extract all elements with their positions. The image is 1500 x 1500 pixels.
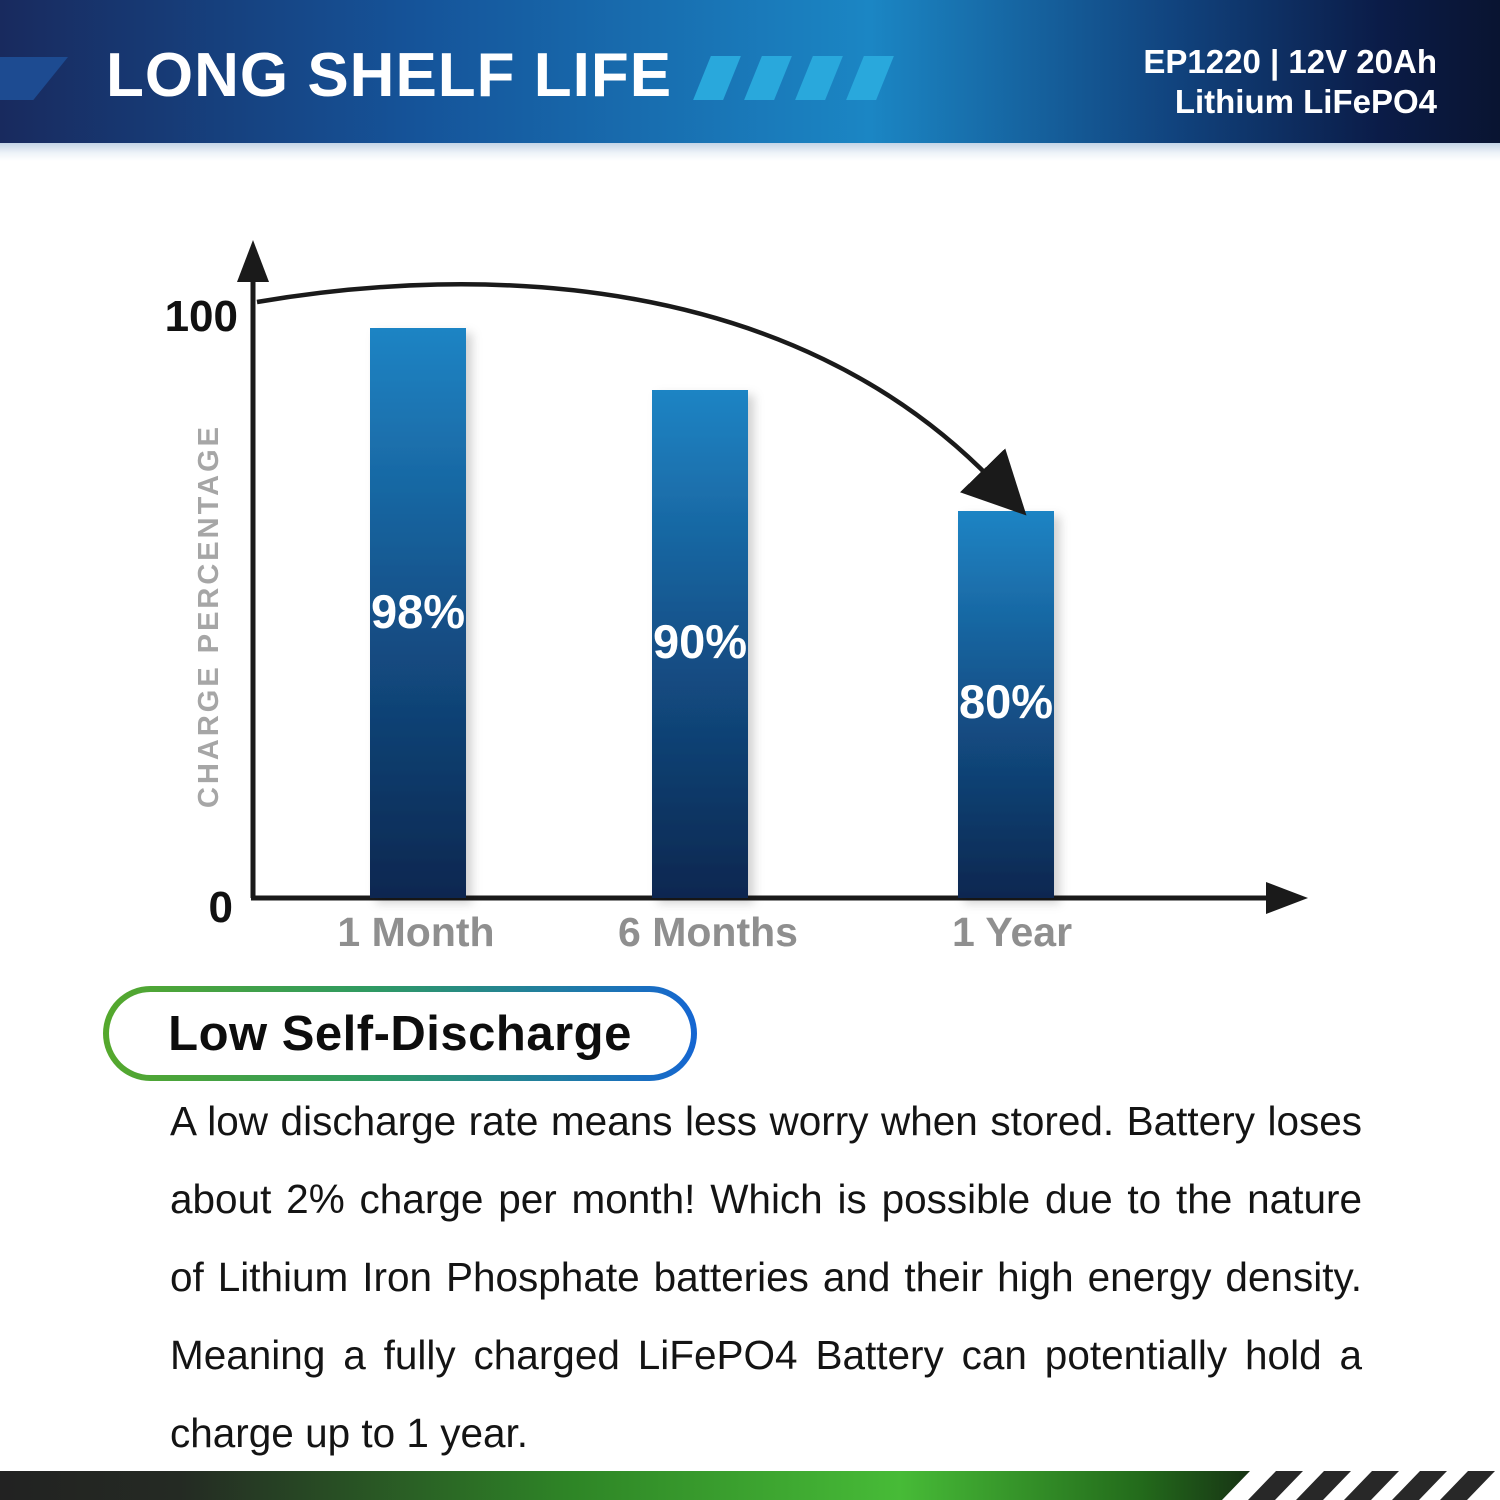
header-shadow-strip (0, 143, 1500, 161)
footer-stripe (0, 1471, 1500, 1500)
slash-icon (795, 56, 843, 100)
low-self-discharge-badge: Low Self-Discharge (103, 986, 697, 1081)
footer-slash-icon (1391, 1471, 1448, 1500)
header-corner-shape-icon (0, 57, 68, 100)
decline-arrow-annotation (256, 282, 1027, 516)
y-tick-100: 100 (165, 292, 238, 341)
y-tick-0: 0 (209, 883, 233, 932)
product-model: EP1220 | 12V 20Ah (1143, 43, 1437, 80)
footer-gradient-bar (0, 1471, 1250, 1500)
footer-slash-icon (1295, 1471, 1352, 1500)
header-banner: LONG SHELF LIFE EP1220 | 12V 20Ah Lithiu… (0, 0, 1500, 143)
description-text: A low discharge rate means less worry wh… (170, 1098, 1362, 1456)
slash-icon (693, 56, 741, 100)
category-1-month: 1 Month (337, 909, 494, 955)
badge-inner: Low Self-Discharge (109, 992, 691, 1075)
category-6-months: 6 Months (618, 909, 798, 955)
bar-value-1-year: 80% (959, 675, 1053, 728)
bar-6-months (652, 390, 748, 898)
shelf-life-chart: 100 0 CHARGE PERCENTAGE 98% 90% 80% 1 Mo… (0, 228, 1500, 968)
bar-chart-svg: 100 0 CHARGE PERCENTAGE 98% 90% 80% 1 Mo… (165, 240, 1308, 955)
slash-icon (846, 56, 894, 100)
y-axis-arrow-icon (237, 240, 269, 282)
footer-slash-icon (1343, 1471, 1400, 1500)
x-axis-arrow-icon (1266, 882, 1308, 914)
bar-value-6-months: 90% (653, 615, 747, 668)
bar-1-year (958, 511, 1054, 898)
slash-icon (744, 56, 792, 100)
page-title: LONG SHELF LIFE (106, 41, 673, 110)
bar-value-1-month: 98% (371, 585, 465, 638)
product-chemistry: Lithium LiFePO4 (1174, 83, 1437, 120)
badge-label: Low Self-Discharge (168, 1006, 632, 1061)
footer-slash-icon (1439, 1471, 1496, 1500)
product-info: EP1220 | 12V 20Ah Lithium LiFePO4 (1143, 42, 1437, 122)
bars-group (370, 328, 1054, 898)
category-1-year: 1 Year (952, 909, 1072, 955)
header-slashes-icon (693, 56, 894, 100)
bar-1-month (370, 328, 466, 898)
footer-slash-icon (1247, 1471, 1304, 1500)
y-axis-label: CHARGE PERCENTAGE (193, 424, 225, 808)
